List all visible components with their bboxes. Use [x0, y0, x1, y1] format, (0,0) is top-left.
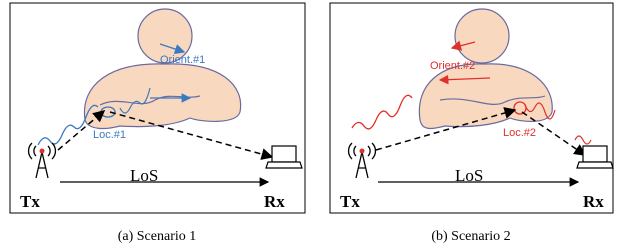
location-label: Loc.#2 — [503, 127, 536, 139]
reflected-wave — [575, 136, 591, 144]
panel-a: Orient.#1 Loc.#1 LoS Tx Rx (a) Scenario … — [10, 3, 305, 244]
rx-laptop — [266, 146, 302, 168]
orientation-label: Orient.#1 — [160, 54, 205, 66]
caption: (a) Scenario 1 — [118, 229, 197, 244]
orientation-label: Orient.#2 — [430, 60, 475, 72]
caption: (b) Scenario 2 — [431, 229, 510, 244]
tx-label: Tx — [20, 192, 40, 211]
panel-b: Orient.#2 Loc.#2 LoS Tx Rx (b) Scenario … — [330, 3, 613, 244]
rx-label: Rx — [583, 192, 604, 211]
tx-antenna — [349, 143, 376, 178]
los-label: LoS — [130, 166, 158, 185]
rx-laptop — [577, 146, 613, 168]
tx-label: Tx — [340, 192, 360, 211]
location-label: Loc.#1 — [93, 129, 126, 141]
person-head — [455, 9, 509, 63]
person-body — [84, 64, 240, 129]
figure: Orient.#1 Loc.#1 LoS Tx Rx (a) Scenario … — [0, 0, 618, 251]
tx-antenna — [29, 143, 56, 178]
los-label: LoS — [455, 166, 483, 185]
signal-wave — [352, 95, 412, 129]
rx-label: Rx — [264, 192, 285, 211]
